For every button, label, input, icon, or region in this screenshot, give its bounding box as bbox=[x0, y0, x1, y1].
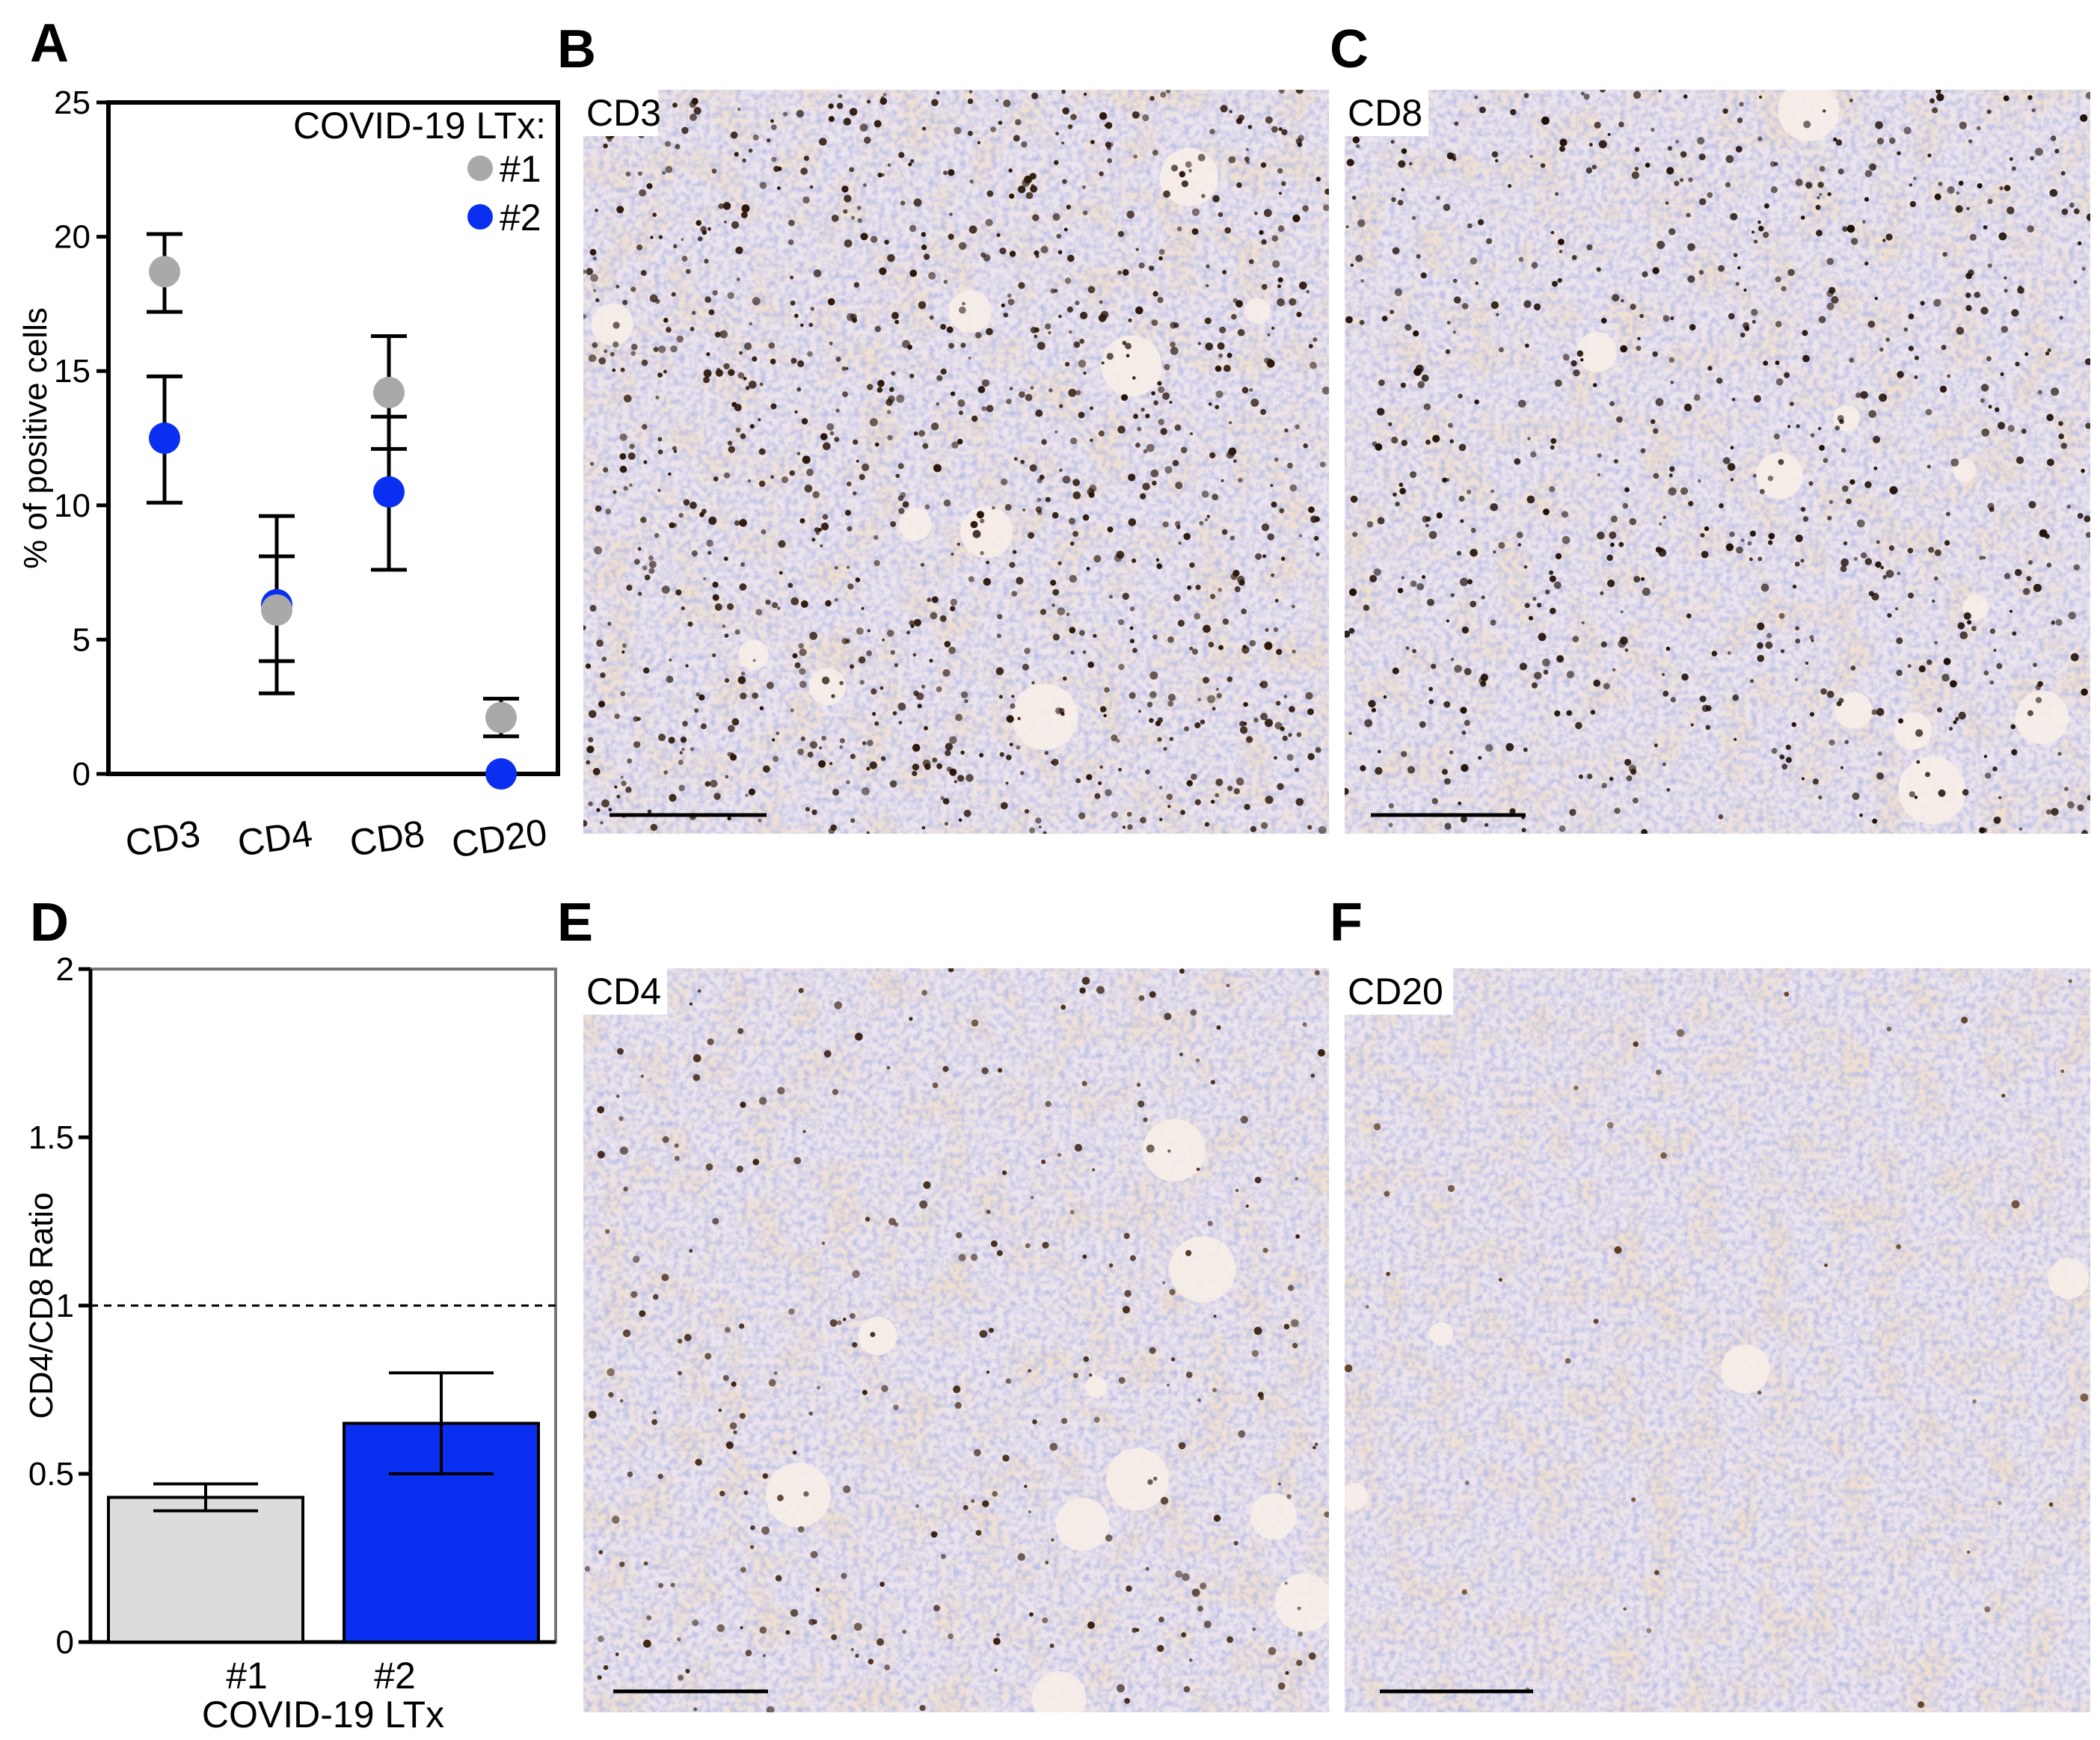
panel-letter-f: F bbox=[1330, 893, 1363, 953]
chart-d-xlabel: COVID-19 LTx bbox=[202, 1694, 444, 1736]
bar-1 bbox=[107, 1495, 304, 1644]
chart-d-ytick-label-4: 2 bbox=[56, 951, 74, 988]
chart-a-category-cd3: CD3 bbox=[123, 812, 203, 864]
point-s2-cd3 bbox=[149, 422, 180, 454]
point-s1-cd8 bbox=[373, 376, 405, 408]
chart-d-category-2: #2 bbox=[374, 1655, 416, 1697]
panel-letter-b: B bbox=[557, 19, 596, 79]
point-s1-cd3 bbox=[149, 256, 180, 288]
chart-a-ytick-label-3: 15 bbox=[54, 353, 90, 390]
chart-a-ytick-label-2: 10 bbox=[54, 488, 90, 524]
chart-d-category-1: #1 bbox=[226, 1655, 268, 1697]
legend-series-1-label: #1 bbox=[500, 148, 541, 190]
micrograph-c-label: CD8 bbox=[1348, 92, 1422, 134]
panel-letter-e: E bbox=[557, 893, 593, 953]
chart-a-legend-title: COVID-19 LTx: bbox=[293, 105, 546, 147]
chart-a-category-cd4: CD4 bbox=[235, 812, 315, 864]
micrograph-f-label: CD20 bbox=[1348, 971, 1443, 1012]
micrograph-e: CD4 bbox=[583, 968, 1329, 1712]
point-s1-cd20 bbox=[485, 701, 517, 734]
chart-d-ytick-label-0: 0 bbox=[56, 1624, 74, 1661]
micrograph-c: CD8 bbox=[1345, 90, 2090, 834]
chart-a-frame bbox=[106, 100, 560, 776]
chart-a-percent-positive-cells: 0 5 10 15 20 25 % of positive cells CD3 CD4 CD8… bbox=[17, 84, 560, 866]
micrograph-b-label: CD3 bbox=[586, 92, 661, 134]
legend-series-1-swatch bbox=[467, 156, 493, 181]
panel-letter-a: A bbox=[30, 13, 69, 73]
chart-d-cd4-cd8-ratio: 0 0.5 1 1.5 2 #1 #2 CD4/CD8 Ratio COVID-19 LT… bbox=[23, 951, 557, 1736]
chart-a-category-cd8: CD8 bbox=[347, 812, 427, 864]
legend-series-2-label: #2 bbox=[500, 197, 541, 239]
micrograph-e-label: CD4 bbox=[586, 971, 661, 1012]
chart-a-category-cd20: CD20 bbox=[449, 811, 549, 866]
chart-a-ylabel: % of positive cells bbox=[17, 307, 54, 569]
point-s2-cd8 bbox=[373, 476, 405, 508]
micrograph-f: CD20 bbox=[1345, 968, 2090, 1712]
legend-series-2-swatch bbox=[467, 204, 493, 230]
panel-letter-d: D bbox=[30, 893, 69, 953]
panel-letter-c: C bbox=[1330, 19, 1369, 79]
point-s1-cd4 bbox=[261, 594, 292, 626]
chart-d-ytick-label-1: 0.5 bbox=[28, 1456, 74, 1492]
chart-d-ytick-label-3: 1.5 bbox=[28, 1119, 74, 1156]
chart-a-ytick-label-0: 0 bbox=[73, 756, 90, 793]
point-s2-cd20 bbox=[485, 758, 517, 790]
chart-a-ytick-label-1: 5 bbox=[73, 621, 90, 658]
micrograph-b: CD3 bbox=[583, 90, 1329, 834]
chart-a-ytick-label-4: 20 bbox=[54, 219, 90, 256]
chart-d-ytick-label-2: 1 bbox=[56, 1288, 74, 1324]
chart-d-ylabel: CD4/CD8 Ratio bbox=[23, 1192, 60, 1418]
chart-a-ytick-label-5: 25 bbox=[54, 84, 90, 121]
